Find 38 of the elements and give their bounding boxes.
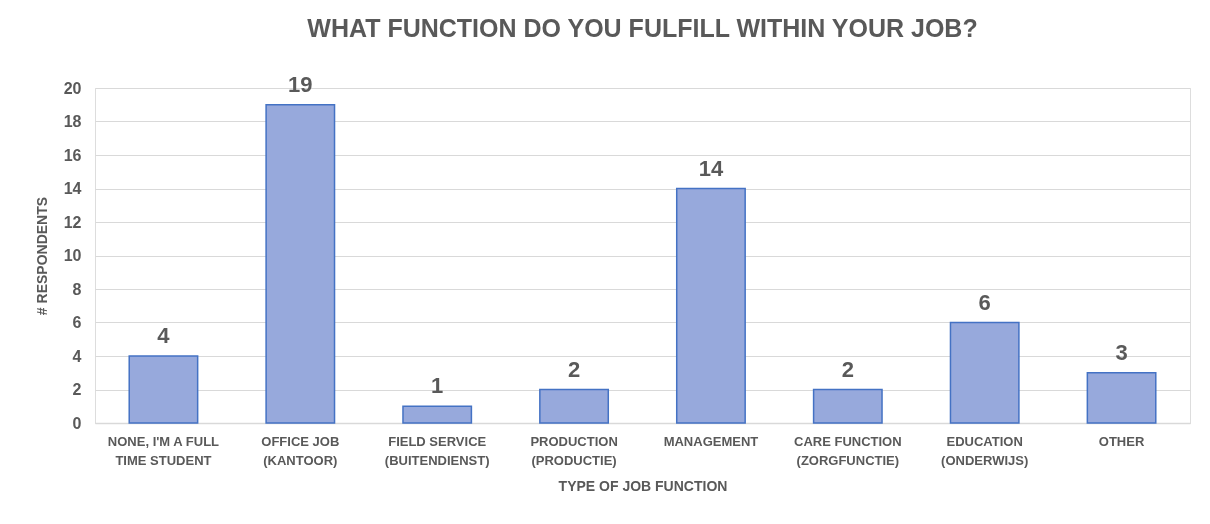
bar (128, 355, 199, 424)
y-tick-label: 10 (63, 247, 82, 264)
x-tick-label: NONE, I'M A FULL TIME STUDENT (107, 433, 220, 468)
data-label: 2 (841, 356, 854, 382)
y-tick-label: 18 (63, 113, 82, 130)
y-tick-label: 8 (72, 280, 82, 298)
bar (402, 405, 473, 424)
x-tick-label: CARE FUNCTION (ZORGFUNCTIE) (794, 433, 902, 468)
bar (1086, 372, 1157, 424)
y-tick-label: 12 (63, 213, 82, 231)
data-label: 3 (1115, 339, 1128, 365)
y-tick-label: 14 (63, 180, 82, 197)
bar (265, 104, 336, 424)
y-tick-label: 2 (72, 381, 82, 398)
y-axis-title: # RESPONDENTS (33, 196, 50, 316)
data-label: 14 (698, 155, 724, 181)
bar (812, 388, 883, 424)
x-axis-title: TYPE OF JOB FUNCTION (558, 477, 728, 494)
bar (539, 388, 610, 424)
bar (949, 321, 1020, 424)
chart-title: WHAT FUNCTION DO YOU FULFILL WITHIN YOUR JOB? (307, 13, 978, 42)
data-label: 19 (288, 71, 313, 97)
x-tick-label: PRODUCTION (PRODUCTIE) (530, 433, 618, 468)
y-tick-label: 6 (72, 314, 82, 331)
x-tick-label: FIELD SERVICE (BUITENDIENST) (384, 433, 490, 468)
x-tick-label: OTHER (1098, 433, 1145, 449)
x-tick-label: OFFICE JOB (KANTOOR) (261, 433, 340, 468)
y-tick-label: 16 (63, 146, 82, 164)
y-tick-label: 4 (72, 347, 82, 365)
x-tick-label: MANAGEMENT (663, 433, 759, 449)
data-label: 6 (978, 289, 991, 315)
data-label: 1 (431, 373, 444, 399)
data-label: 4 (157, 323, 171, 348)
data-label: 2 (567, 356, 581, 382)
x-tick-label: EDUCATION (ONDERWIJS) (941, 433, 1029, 468)
y-tick-label: 20 (63, 79, 82, 97)
y-tick-label: 0 (72, 414, 82, 432)
bar (675, 187, 746, 424)
